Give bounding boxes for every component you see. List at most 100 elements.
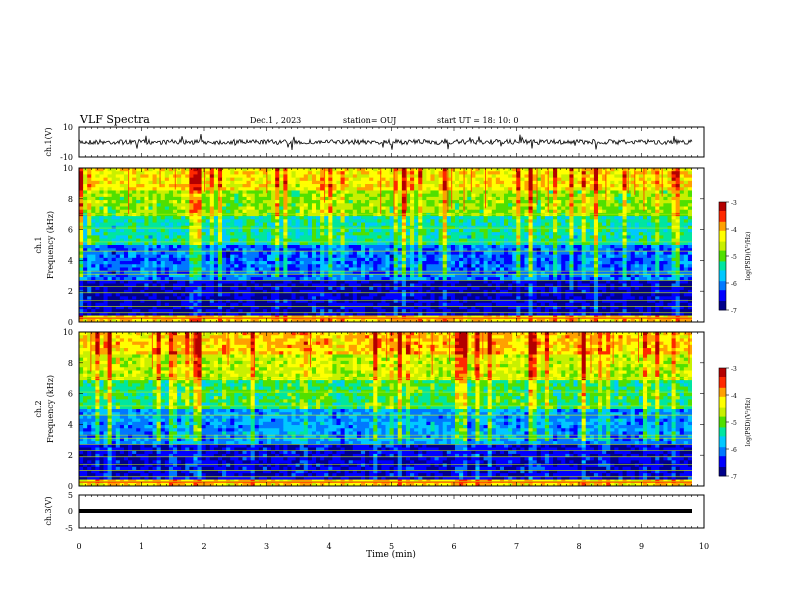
spectrogram-cell xyxy=(95,216,100,220)
spectrogram-cell xyxy=(213,228,219,233)
spectrogram-cell xyxy=(360,184,366,188)
spectrogram-cell xyxy=(258,171,264,175)
spectrogram-cell xyxy=(303,193,309,198)
spectrogram-cell xyxy=(168,248,174,252)
spectrogram-cell xyxy=(422,190,427,195)
spectrogram-cell xyxy=(316,193,321,198)
spectrogram-cell xyxy=(209,232,215,236)
spectrogram-cell xyxy=(115,228,121,233)
spectrogram-cell xyxy=(475,168,480,172)
spectrogram-cell xyxy=(467,264,472,268)
spectrogram-cell xyxy=(287,184,292,188)
spectrogram-cell xyxy=(553,264,558,268)
spectrogram-cell xyxy=(324,254,329,259)
spectrogram-cell xyxy=(185,212,190,217)
spectrogram-cell xyxy=(671,184,677,188)
spectrogram-cell xyxy=(197,248,202,252)
spectrogram-cell xyxy=(397,209,403,214)
spectrogram-cell xyxy=(365,264,370,268)
spectrogram-cell xyxy=(561,212,566,217)
spectrogram-cell xyxy=(651,225,656,230)
spectrogram-cell xyxy=(344,193,350,198)
spectrogram-cell xyxy=(254,248,260,252)
spectrogram-cell xyxy=(585,187,591,191)
spectrogram-cell xyxy=(119,251,125,256)
spectrogram-cell xyxy=(254,206,260,211)
spectrogram-cell xyxy=(418,212,423,217)
spectrogram-cell xyxy=(528,241,534,246)
spectrogram-cell xyxy=(418,222,423,227)
spectrogram-cell xyxy=(471,180,476,185)
spectrogram-cell xyxy=(328,196,333,201)
spectrogram-cell xyxy=(128,212,133,217)
spectrogram-cell xyxy=(385,219,390,223)
spectrogram-cell xyxy=(287,267,292,272)
spectrogram-cell xyxy=(422,228,427,233)
spectrogram-cell xyxy=(360,193,366,198)
spectrogram-cell xyxy=(140,168,145,172)
spectrogram-cell xyxy=(622,216,628,220)
spectrogram-cell xyxy=(683,257,689,262)
spectrogram-cell xyxy=(610,177,615,182)
spectrogram-cell xyxy=(512,203,517,207)
spectrogram-cell xyxy=(168,193,174,198)
spectrogram-cell xyxy=(303,248,309,252)
spectrogram-cell xyxy=(193,225,198,230)
spectrogram-cell xyxy=(152,257,158,262)
spectrogram-cell xyxy=(520,200,525,204)
spectrogram-cell xyxy=(642,193,648,198)
spectrogram-cell xyxy=(152,193,158,198)
spectrogram-cell xyxy=(79,248,84,252)
spectrogram-cell xyxy=(663,222,668,227)
spectrogram-cell xyxy=(156,251,162,256)
spectrogram-cell xyxy=(495,187,501,191)
spectrogram-cell xyxy=(242,219,247,223)
spectrogram-cell xyxy=(532,216,538,220)
spectrogram-cell xyxy=(642,245,648,249)
spectrogram-cell xyxy=(642,216,648,220)
spectrogram-cell xyxy=(491,248,497,252)
spectrogram-cell xyxy=(209,235,215,239)
spectrogram-cell xyxy=(250,203,256,207)
spectrogram-cell xyxy=(671,190,677,195)
spectrogram-cell xyxy=(512,228,517,233)
spectrogram-cell xyxy=(524,261,529,265)
spectrogram-cell xyxy=(254,241,260,246)
spectrogram-cell xyxy=(365,203,370,207)
spectrogram-cell xyxy=(328,219,333,223)
spectrogram-cell xyxy=(520,254,525,259)
spectrogram-cell xyxy=(687,212,693,217)
spectrogram-cell xyxy=(532,196,538,201)
spectrogram-cell xyxy=(540,174,546,179)
spectrogram-cell xyxy=(152,241,158,246)
spectrogram-cell xyxy=(369,228,374,233)
spectrogram-cell xyxy=(197,177,202,182)
spectrogram-cell xyxy=(132,203,137,207)
spectrogram-cell xyxy=(561,222,566,227)
spectrogram-cell xyxy=(311,261,317,265)
spectrogram-cell xyxy=(483,225,489,230)
spectrogram-cell xyxy=(172,190,178,195)
spectrogram-cell xyxy=(332,241,337,246)
spectrogram-cell xyxy=(107,209,113,214)
spectrogram-cell xyxy=(177,257,182,262)
spectrogram-cell xyxy=(557,196,562,201)
spectrogram-cell xyxy=(487,261,493,265)
spectrogram-cell xyxy=(222,209,227,214)
spectrogram-cell xyxy=(532,206,538,211)
spectrogram-cell xyxy=(630,238,636,243)
spectrogram-cell xyxy=(536,177,542,182)
spectrogram-cell xyxy=(520,264,525,268)
spectrogram-cell xyxy=(606,225,611,230)
spectrogram-cell xyxy=(189,267,194,272)
spectrogram-cell xyxy=(254,212,260,217)
spectrogram-cell xyxy=(360,180,366,185)
spectrogram-cell xyxy=(177,174,182,179)
spectrogram-cell xyxy=(83,251,88,256)
spectrogram-cell xyxy=(471,257,476,262)
spectrogram-cell xyxy=(410,251,415,256)
spectrogram-cell xyxy=(132,251,137,256)
spectrogram-cell xyxy=(83,254,88,259)
spectrogram-cell xyxy=(307,200,313,204)
spectrogram-cell xyxy=(234,261,239,265)
